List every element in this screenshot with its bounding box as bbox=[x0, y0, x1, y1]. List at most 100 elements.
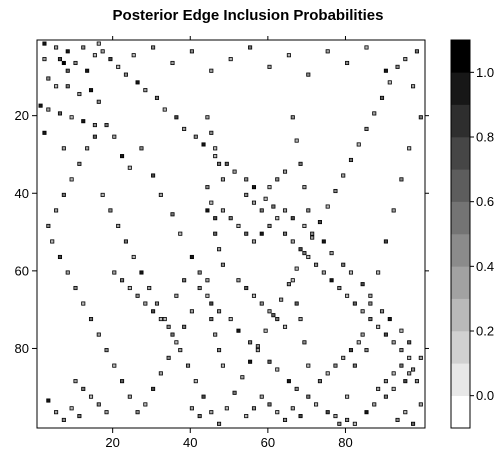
colorbar-segment bbox=[451, 40, 470, 73]
heatmap-cell bbox=[251, 200, 257, 205]
heatmap-cell bbox=[170, 332, 175, 337]
heatmap-cell bbox=[209, 410, 214, 415]
heatmap-cell bbox=[364, 410, 369, 415]
heatmap-cell bbox=[224, 406, 229, 411]
heatmap-cell bbox=[282, 231, 288, 236]
heatmap-cell bbox=[189, 254, 194, 260]
colorbar-segment bbox=[451, 331, 470, 364]
heatmap-cell bbox=[337, 285, 342, 291]
heatmap-cell bbox=[170, 212, 175, 217]
heatmap-cell bbox=[189, 49, 194, 54]
heatmap-cell bbox=[418, 355, 423, 360]
colorbar-segment bbox=[451, 169, 470, 202]
heatmap-cell bbox=[383, 394, 388, 399]
heatmap-cell bbox=[248, 359, 253, 364]
heatmap-cell bbox=[255, 348, 260, 353]
chart-title: Posterior Edge Inclusion Probabilities bbox=[113, 7, 384, 24]
heatmap-cell bbox=[302, 185, 307, 190]
heatmap-cell bbox=[329, 251, 334, 256]
x-tick-label: 20 bbox=[105, 435, 119, 450]
heatmap-cell bbox=[213, 231, 218, 236]
heatmap-cell bbox=[236, 328, 241, 333]
heatmap-cell bbox=[205, 278, 210, 283]
colorbar-tick-label: 0.4 bbox=[476, 259, 494, 274]
heatmap-cell bbox=[399, 348, 404, 353]
heatmap-cell bbox=[112, 134, 117, 139]
heatmap-cell bbox=[228, 317, 233, 322]
heatmap-cell bbox=[244, 192, 249, 197]
heatmap-cell bbox=[407, 371, 412, 376]
heatmap-cell bbox=[139, 146, 144, 151]
heatmap-cell bbox=[271, 313, 276, 318]
heatmap-cell bbox=[240, 375, 245, 380]
heatmap-cell bbox=[143, 402, 148, 407]
heatmap-cell bbox=[197, 414, 202, 419]
heatmap-cell bbox=[279, 297, 284, 302]
heatmap-cell bbox=[42, 41, 47, 46]
heatmap-cell bbox=[100, 192, 105, 197]
heatmap-cell bbox=[282, 169, 288, 174]
heatmap-cell bbox=[104, 410, 109, 415]
heatmap-cell bbox=[209, 68, 214, 73]
heatmap-cell bbox=[42, 57, 47, 62]
heatmap-cell bbox=[42, 130, 47, 135]
heatmap-cell bbox=[197, 285, 202, 291]
heatmap-cell bbox=[54, 208, 59, 213]
heatmap-cell bbox=[135, 410, 140, 415]
heatmap-cell bbox=[345, 417, 350, 422]
colorbar-segment bbox=[451, 234, 470, 267]
heatmap-cell bbox=[360, 282, 365, 287]
heatmap-cell bbox=[251, 293, 257, 298]
heatmap-cell bbox=[387, 80, 392, 85]
heatmap-cell bbox=[282, 208, 288, 213]
heatmap-cell bbox=[178, 231, 183, 236]
heatmap-cell bbox=[104, 348, 109, 353]
heatmap-cell bbox=[96, 41, 101, 46]
heatmap-cell bbox=[131, 254, 136, 260]
heatmap-cell bbox=[399, 177, 404, 182]
heatmap-cell bbox=[411, 421, 416, 426]
heatmap-cell bbox=[244, 231, 249, 236]
heatmap-cell bbox=[220, 363, 225, 368]
heatmap-cell bbox=[81, 45, 86, 50]
heatmap-cell bbox=[407, 340, 412, 345]
heatmap-cell bbox=[170, 60, 175, 66]
heatmap-cell bbox=[387, 317, 392, 322]
heatmap-cell bbox=[391, 340, 396, 345]
heatmap-cell bbox=[376, 270, 381, 275]
heatmap-cell bbox=[306, 72, 311, 77]
heatmap-cell bbox=[92, 123, 97, 128]
heatmap-cell bbox=[213, 154, 218, 159]
colorbar-tick-label: 1.0 bbox=[476, 65, 494, 80]
heatmap-cell bbox=[54, 45, 59, 50]
heatmap-cell bbox=[290, 115, 295, 120]
heatmap-cell bbox=[127, 165, 132, 170]
heatmap-cell bbox=[290, 239, 295, 244]
heatmap-cell bbox=[38, 103, 43, 108]
heatmap-cell bbox=[174, 293, 179, 298]
heatmap-cell bbox=[286, 53, 291, 58]
heatmap-cell bbox=[139, 270, 144, 275]
heatmap-cell bbox=[151, 45, 156, 50]
heatmap-cell bbox=[263, 196, 268, 201]
y-tick-label: 60 bbox=[15, 263, 29, 278]
heatmap-cell bbox=[193, 134, 198, 139]
heatmap-cell bbox=[174, 115, 179, 120]
heatmap-cell bbox=[306, 394, 311, 399]
heatmap-cell bbox=[57, 57, 63, 62]
heatmap-cell bbox=[411, 367, 416, 372]
heatmap-cell bbox=[120, 278, 125, 283]
heatmap-cell bbox=[325, 204, 330, 209]
heatmap-cell bbox=[263, 328, 268, 333]
heatmap-cell bbox=[73, 285, 78, 291]
heatmap-cell bbox=[143, 301, 148, 306]
heatmap-cell bbox=[217, 309, 222, 314]
heatmap-cell bbox=[57, 254, 63, 260]
heatmap-cell bbox=[61, 60, 66, 66]
heatmap-cell bbox=[306, 254, 311, 260]
heatmap-cell bbox=[376, 324, 381, 329]
heatmap-cell bbox=[112, 363, 117, 368]
heatmap-cell bbox=[368, 293, 373, 298]
heatmap-cell bbox=[69, 406, 74, 411]
